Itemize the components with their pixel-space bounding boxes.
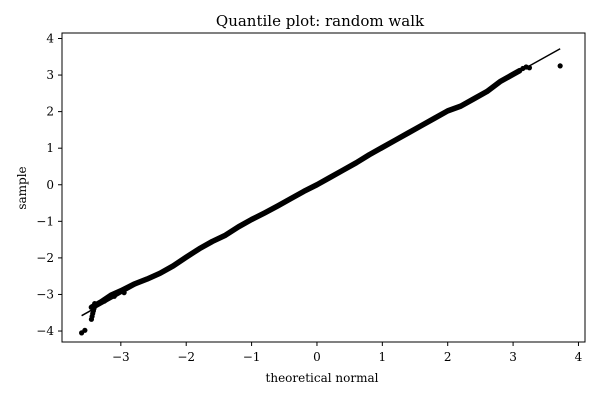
x-tick-label: 3 bbox=[509, 350, 517, 364]
plot-frame bbox=[61, 32, 586, 343]
y-tick-label: 4 bbox=[46, 31, 54, 45]
x-tick-label: 4 bbox=[575, 350, 583, 364]
tail-point bbox=[526, 65, 533, 71]
tail-point bbox=[101, 298, 108, 304]
y-tick-label: −4 bbox=[36, 324, 54, 338]
x-axis-ticks: −3 −2 −1 0 1 2 3 4 bbox=[112, 342, 583, 364]
tail-point bbox=[91, 305, 97, 311]
x-tick-label: −1 bbox=[243, 350, 261, 364]
plot-area bbox=[61, 32, 586, 343]
tail-point bbox=[82, 327, 88, 333]
y-tick-label: 3 bbox=[46, 68, 54, 82]
x-tick-label: 0 bbox=[313, 350, 321, 364]
x-axis-label: theoretical normal bbox=[266, 371, 379, 385]
x-tick-label: −3 bbox=[112, 350, 130, 364]
tail-point bbox=[121, 290, 127, 296]
sample-quantile-series bbox=[88, 67, 523, 311]
y-axis-label: sample bbox=[15, 166, 29, 209]
y-tick-label: 0 bbox=[46, 178, 54, 192]
x-tick-label: −2 bbox=[177, 350, 195, 364]
y-tick-label: −1 bbox=[36, 214, 54, 228]
tail-point bbox=[111, 293, 117, 299]
x-tick-label: 1 bbox=[379, 350, 387, 364]
tail-point bbox=[92, 301, 98, 307]
y-tick-label: −2 bbox=[36, 251, 54, 265]
x-tick-label: 2 bbox=[444, 350, 452, 364]
y-tick-label: 2 bbox=[46, 105, 54, 119]
y-tick-label: 1 bbox=[46, 141, 54, 155]
y-axis-ticks: −4 −3 −2 −1 0 1 2 3 4 bbox=[36, 31, 62, 338]
y-tick-label: −3 bbox=[36, 287, 54, 301]
tail-point bbox=[557, 63, 563, 69]
data-layer bbox=[79, 48, 563, 336]
chart-title: Quantile plot: random walk bbox=[216, 12, 425, 30]
